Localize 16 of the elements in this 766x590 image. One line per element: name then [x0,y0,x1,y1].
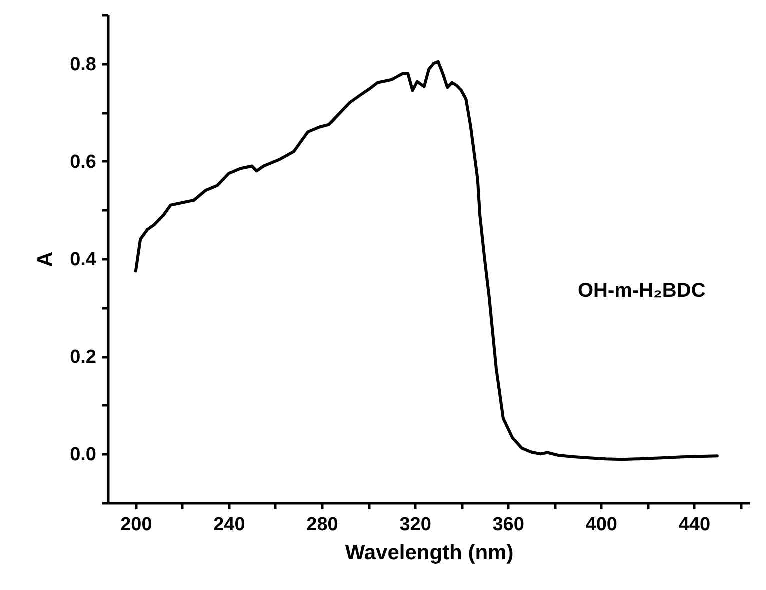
x-tick-label: 400 [586,514,618,536]
x-tick-label: 320 [400,514,432,536]
x-tick-label: 240 [214,514,246,536]
x-tick-label: 280 [306,514,338,536]
line-series [134,60,719,462]
x-tick-label: 360 [492,514,524,536]
y-tick-label: 0.0 [70,444,96,466]
y-axis-title: A [34,252,58,268]
y-tick-label: 0.6 [70,152,96,173]
x-tick-label: 440 [678,514,711,536]
y-tick-label: 0.2 [70,347,96,368]
x-tick-label: 200 [120,514,152,536]
text: OH-m-H₂BDC [578,280,706,302]
x-axis-title: Wavelength (nm) [345,542,514,564]
y-tick-label: 0.4 [70,250,97,270]
y-tick-label: 0.8 [70,54,96,76]
